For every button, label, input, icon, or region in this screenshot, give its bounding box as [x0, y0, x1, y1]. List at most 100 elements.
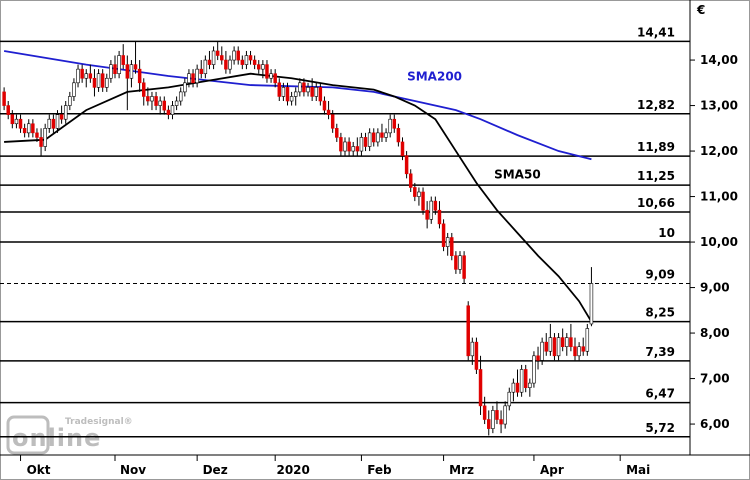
level-label: 7,39: [645, 345, 675, 359]
candle-body: [363, 137, 368, 147]
candle-body: [302, 82, 306, 93]
x-tick-label: Apr: [540, 463, 564, 477]
candle-body: [72, 82, 76, 97]
candle-body: [556, 337, 561, 357]
candle-body: [445, 237, 450, 247]
candle-body: [347, 141, 351, 152]
candle-body: [207, 59, 212, 65]
candle-body: [569, 337, 573, 348]
candle-body: [191, 73, 195, 84]
candle-body: [43, 128, 47, 147]
candle-body: [540, 341, 544, 361]
candle-body: [170, 105, 175, 115]
candle-body: [232, 50, 236, 61]
logo-box: [6, 415, 50, 455]
candle-body: [80, 68, 84, 79]
candle-body: [18, 118, 23, 129]
candle-body: [220, 55, 224, 61]
candle-body: [413, 187, 417, 197]
candle-body: [372, 132, 376, 143]
candle-body: [544, 341, 548, 352]
candle-body: [22, 128, 27, 134]
candle-body: [273, 73, 277, 84]
candle-body: [281, 87, 286, 97]
level-label: 12,82: [637, 98, 675, 112]
candle-body: [404, 155, 409, 175]
candle-body: [523, 369, 528, 388]
candle-body: [441, 223, 446, 247]
candle-body: [306, 87, 310, 93]
candle-body: [318, 87, 323, 102]
watermark: Tradesignal® online: [6, 415, 133, 455]
candle-body: [252, 59, 257, 65]
candle-body: [240, 59, 245, 65]
candle-body: [244, 55, 249, 65]
candle-body: [113, 64, 117, 75]
candle-body: [380, 132, 384, 138]
candle-body: [573, 346, 577, 357]
level-label: 14,41: [637, 25, 675, 39]
candle-body: [458, 255, 462, 270]
x-tick-label: Mrz: [449, 463, 474, 477]
watermark-brand: Tradesignal®: [65, 417, 133, 427]
y-tick-label: 7,00: [700, 372, 730, 386]
candle-body: [100, 73, 105, 88]
candle-body: [532, 355, 536, 384]
candle-body: [335, 128, 339, 138]
candle-body: [289, 96, 294, 102]
candle-body: [466, 305, 470, 357]
candle-body: [224, 59, 228, 70]
candle-body: [376, 132, 380, 143]
series-label: SMA50: [494, 167, 541, 181]
candle-body: [154, 96, 158, 106]
candle-body: [158, 100, 162, 106]
candle-body: [187, 73, 191, 84]
y-tick-label: 12,00: [700, 144, 738, 158]
candle-body: [392, 118, 397, 129]
level-label: 11,25: [637, 169, 675, 183]
candle-body: [528, 382, 532, 388]
candle-body: [293, 91, 298, 97]
y-tick-label: 8,00: [700, 326, 730, 340]
candle-body: [437, 209, 442, 225]
candle-body: [589, 283, 594, 325]
x-tick-label: Okt: [27, 463, 51, 477]
candle-body: [59, 114, 64, 120]
candle-body: [417, 191, 421, 197]
candle-body: [581, 346, 585, 352]
candle-body: [396, 128, 401, 143]
candle-body: [178, 91, 183, 102]
candle-body: [421, 191, 425, 211]
candle-body: [384, 132, 388, 138]
x-tick-label: Mai: [626, 463, 650, 477]
level-label: 10: [658, 226, 675, 240]
candle-body: [121, 55, 125, 65]
candle-body: [454, 255, 458, 270]
y-tick-label: 10,00: [700, 235, 738, 249]
candle-body: [519, 369, 524, 393]
candle-body: [487, 419, 491, 429]
candle-body: [499, 419, 503, 425]
candle-body: [433, 200, 438, 211]
y-tick-label: 9,00: [700, 281, 730, 295]
candle-body: [6, 105, 10, 115]
candle-body: [228, 59, 232, 70]
candle-body: [326, 109, 331, 115]
candle-body: [63, 105, 68, 120]
candle-body: [195, 68, 199, 84]
candle-body: [133, 64, 138, 70]
candle-body: [96, 73, 101, 88]
level-label: 10,66: [637, 196, 675, 210]
candle-body: [355, 146, 360, 152]
candle-body: [507, 391, 512, 407]
candle-body: [211, 50, 216, 65]
y-tick-label: 14,00: [700, 53, 738, 67]
level-label: 8,25: [645, 306, 675, 320]
candle-body: [51, 118, 56, 129]
candle-body: [84, 73, 88, 79]
candle-body: [2, 91, 6, 106]
currency-label: €: [696, 3, 705, 17]
candle-body: [462, 255, 466, 279]
y-tick-label: 11,00: [700, 190, 738, 204]
candle-body: [174, 100, 179, 106]
